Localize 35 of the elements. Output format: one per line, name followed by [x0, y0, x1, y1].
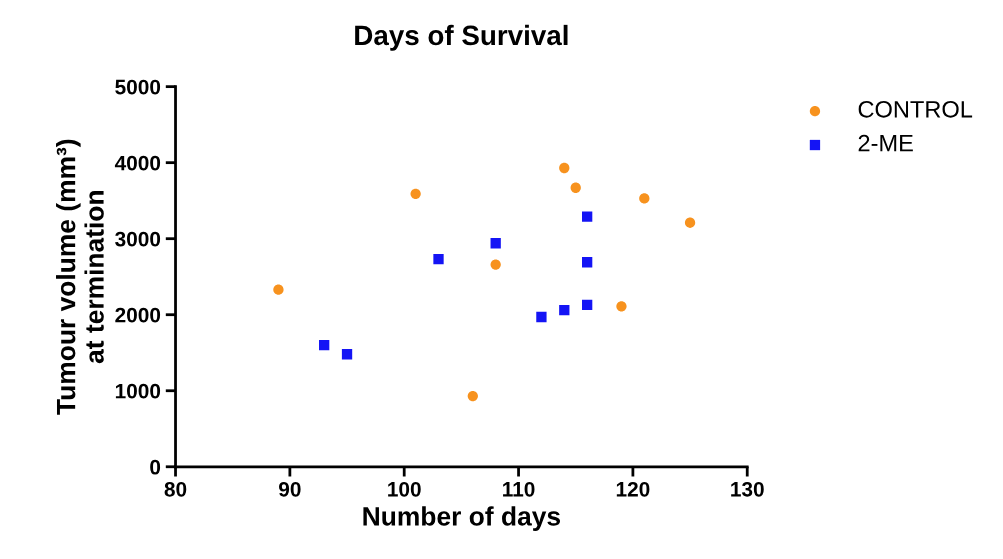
x-tick-label: 80	[164, 481, 187, 497]
legend-label: 2-ME	[858, 134, 913, 152]
y-tick-label: 2000	[115, 307, 161, 323]
point	[410, 188, 421, 199]
point	[490, 238, 501, 249]
x-tick-label: 120	[616, 481, 650, 497]
point	[467, 390, 478, 402]
point	[341, 349, 353, 360]
y-axis-title: Tumour volume (mm³) at termination	[56, 139, 104, 415]
point	[559, 305, 570, 316]
point	[319, 339, 330, 351]
legend-label: CONTROL	[858, 100, 973, 118]
y-tick-label: 3000	[115, 231, 161, 247]
y-tick-label: 4000	[114, 155, 161, 171]
chart-title: Days of Survival	[355, 24, 568, 51]
y-tick-label: 5000	[115, 79, 161, 95]
x-tick-label: 100	[388, 481, 421, 497]
point	[616, 301, 627, 312]
point	[684, 217, 696, 228]
x-tick-label: 110	[503, 481, 535, 497]
point	[582, 211, 593, 222]
point	[639, 193, 650, 204]
y-tick-label: 0	[150, 459, 161, 475]
point	[582, 299, 593, 310]
point	[273, 284, 284, 295]
point	[490, 259, 501, 270]
x-tick-label: 90	[279, 481, 301, 497]
point	[582, 257, 593, 268]
point	[536, 311, 547, 323]
point	[570, 182, 581, 193]
point	[433, 254, 444, 265]
x-axis-title: Number of days	[363, 506, 561, 531]
y-tick-label: 1000	[115, 383, 161, 399]
x-tick-label: 130	[731, 481, 764, 497]
point	[559, 162, 570, 174]
